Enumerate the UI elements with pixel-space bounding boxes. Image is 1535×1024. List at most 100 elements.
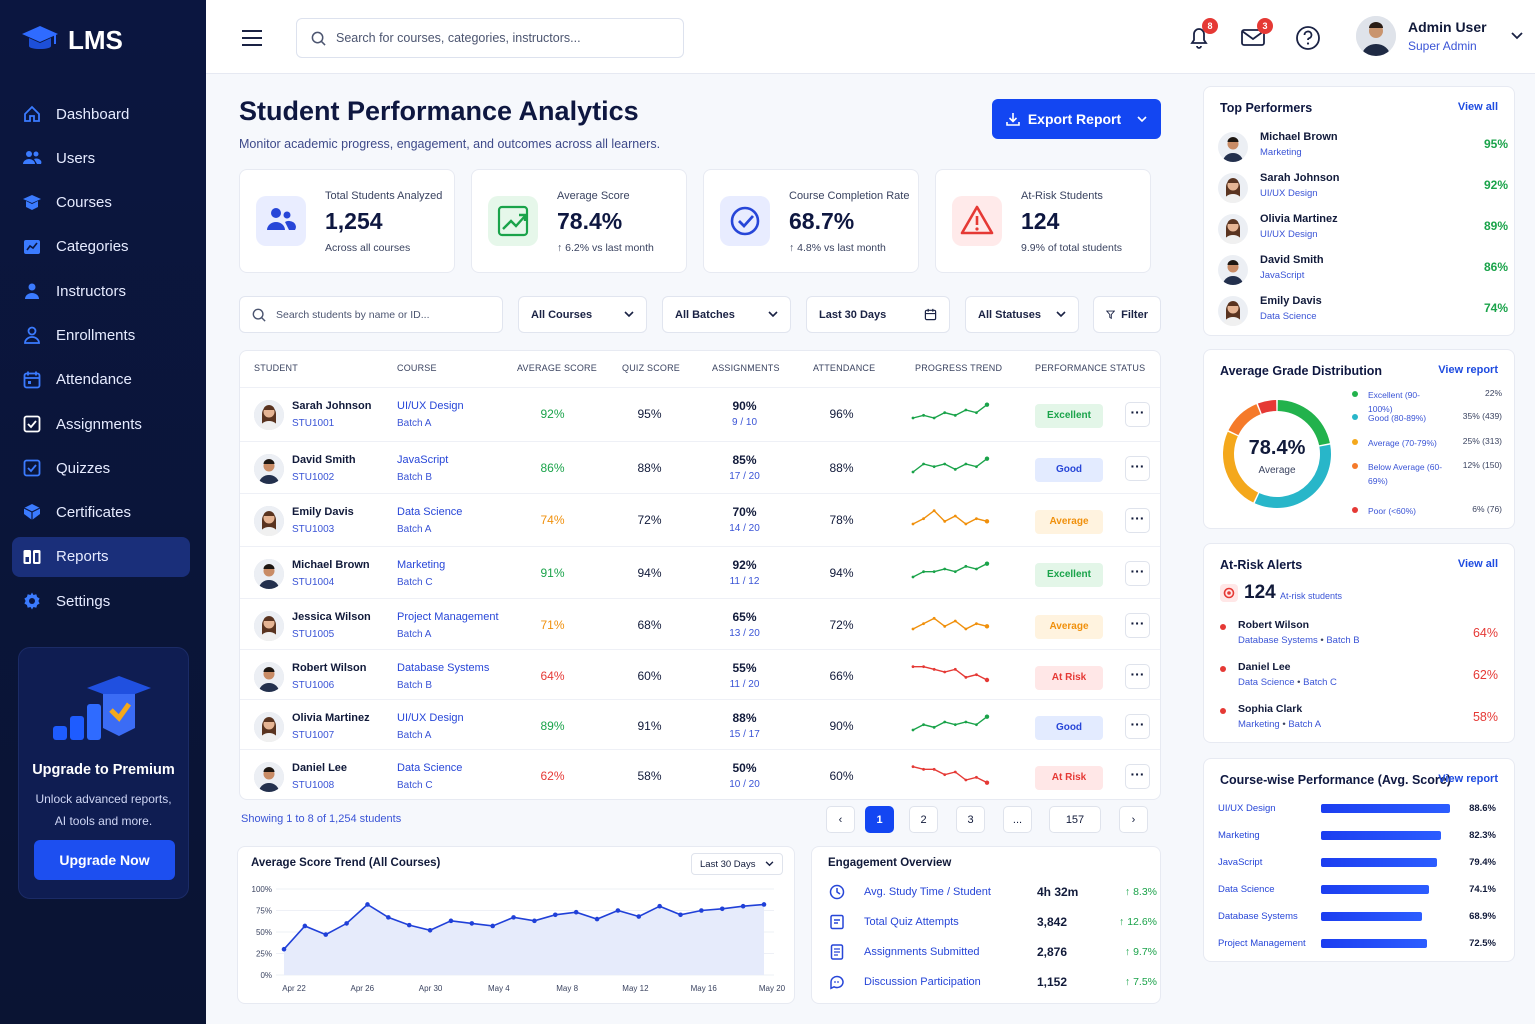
student-name[interactable]: Emily Davis xyxy=(292,506,354,518)
table-row[interactable]: Robert Wilson STU1006 Database Systems Batc… xyxy=(240,649,1160,701)
student-name[interactable]: Daniel Lee xyxy=(292,762,348,774)
sidebar-item-instructors[interactable]: Instructors xyxy=(12,271,190,311)
sidebar-item-users[interactable]: Users xyxy=(12,138,190,178)
sidebar-item-assignments[interactable]: Assignments xyxy=(12,404,190,444)
course-bar[interactable] xyxy=(1321,831,1441,840)
more-options-button[interactable]: ··· xyxy=(1125,561,1150,586)
alert-row[interactable]: Daniel Lee Data Science • Batch C 62% xyxy=(1218,660,1500,694)
more-options-button[interactable]: ··· xyxy=(1125,764,1150,789)
table-row[interactable]: Jessica Wilson STU1005 Project Management B… xyxy=(240,598,1160,650)
table-row[interactable]: David Smith STU1002 JavaScript Batch B 86% 88… xyxy=(240,441,1160,493)
trend-point[interactable] xyxy=(532,918,537,924)
donut-slice[interactable] xyxy=(1228,404,1261,436)
logo[interactable]: LMS xyxy=(20,22,123,58)
trend-point[interactable] xyxy=(448,918,454,924)
column-header[interactable]: ASSIGNMENTS xyxy=(712,363,780,373)
trend-point[interactable] xyxy=(678,912,683,918)
global-search-input[interactable]: Search for courses, categories, instruct… xyxy=(296,18,684,58)
status-filter[interactable]: All Statuses xyxy=(965,296,1079,333)
more-options-button[interactable]: ··· xyxy=(1125,456,1150,481)
sidebar-item-reports[interactable]: Reports xyxy=(12,536,190,577)
column-header[interactable]: STUDENT xyxy=(254,363,298,373)
next-page-button[interactable]: › xyxy=(1119,806,1148,833)
page-2-button[interactable]: 2 xyxy=(909,806,938,833)
course-bar[interactable] xyxy=(1321,885,1429,894)
trend-point[interactable] xyxy=(427,927,433,933)
alerts-view-all[interactable]: View all xyxy=(1457,558,1498,570)
more-options-button[interactable]: ··· xyxy=(1125,402,1150,427)
page-1-button[interactable]: 1 xyxy=(865,806,894,833)
trend-point[interactable] xyxy=(406,922,412,928)
trend-point[interactable] xyxy=(490,923,495,929)
trend-point[interactable] xyxy=(344,921,349,926)
sidebar-item-dashboard[interactable]: Dashboard xyxy=(12,94,190,134)
page-4-button[interactable]: ... xyxy=(1003,806,1032,833)
table-row[interactable]: Sarah Johnson STU1001 UI/UX Design Batch A 9… xyxy=(240,387,1160,439)
sidebar-item-categories[interactable]: Categories xyxy=(12,227,190,267)
trend-point[interactable] xyxy=(657,903,662,909)
alert-row[interactable]: Robert Wilson Database Systems • Batch B 6… xyxy=(1218,618,1500,652)
batches-filter[interactable]: All Batches xyxy=(662,296,791,333)
help-icon[interactable] xyxy=(1293,23,1323,53)
donut-slice[interactable] xyxy=(1223,431,1259,503)
trend-point[interactable] xyxy=(469,921,475,926)
course-bar[interactable] xyxy=(1321,858,1437,867)
date-filter[interactable]: Last 30 Days xyxy=(806,296,950,333)
more-options-button[interactable]: ··· xyxy=(1125,714,1150,739)
table-row[interactable]: Emily Davis STU1003 Data Science Batch A 74%… xyxy=(240,493,1160,545)
trend-range-select[interactable]: Last 30 Days xyxy=(691,853,783,875)
trend-point[interactable] xyxy=(636,914,642,919)
trend-point[interactable] xyxy=(281,946,287,952)
trend-point[interactable] xyxy=(573,909,579,915)
menu-icon[interactable] xyxy=(242,29,262,47)
top-performers-view-all[interactable]: View all xyxy=(1457,101,1498,113)
alert-row[interactable]: Sophia Clark Marketing • Batch A 58% xyxy=(1218,702,1500,736)
trend-point[interactable] xyxy=(594,916,600,922)
courses-filter[interactable]: All Courses xyxy=(518,296,647,333)
mail-icon[interactable] xyxy=(1238,22,1268,52)
column-header[interactable]: PROGRESS TREND xyxy=(915,363,1003,373)
performer-row[interactable]: Emily Davis Data Science 74% xyxy=(1218,293,1508,333)
more-options-button[interactable]: ··· xyxy=(1125,508,1150,533)
column-header[interactable]: PERFORMANCE STATUS xyxy=(1035,363,1146,373)
student-name[interactable]: Sarah Johnson xyxy=(292,400,372,412)
table-row[interactable]: Daniel Lee STU1008 Data Science Batch C 62% 5… xyxy=(240,749,1160,801)
course-bar[interactable] xyxy=(1321,939,1427,948)
sidebar-item-certificates[interactable]: Certificates xyxy=(12,493,190,533)
sidebar-item-quizzes[interactable]: Quizzes xyxy=(12,448,190,488)
column-header[interactable]: COURSE xyxy=(397,363,437,373)
column-header[interactable]: AVERAGE SCORE xyxy=(517,363,597,373)
upgrade-now-button[interactable]: Upgrade Now xyxy=(34,840,175,880)
student-name[interactable]: Jessica Wilson xyxy=(292,611,371,623)
prev-page-button[interactable]: ‹ xyxy=(826,806,855,833)
trend-point[interactable] xyxy=(615,908,621,913)
trend-point[interactable] xyxy=(302,923,308,929)
trend-point[interactable] xyxy=(365,902,370,907)
course-perf-view-report[interactable]: View report xyxy=(1438,773,1498,785)
trend-point[interactable] xyxy=(386,915,391,920)
donut-slice[interactable] xyxy=(1254,444,1331,508)
donut-slice[interactable] xyxy=(1257,400,1277,414)
trend-point[interactable] xyxy=(740,903,746,909)
course-bar[interactable] xyxy=(1321,804,1450,813)
trend-point[interactable] xyxy=(719,906,725,912)
trend-point[interactable] xyxy=(761,902,767,907)
student-name[interactable]: Robert Wilson xyxy=(292,662,367,674)
performer-row[interactable]: Michael Brown Marketing 95% xyxy=(1218,129,1508,169)
filter-button[interactable]: Filter xyxy=(1093,296,1161,333)
course-bar[interactable] xyxy=(1321,912,1422,921)
page-3-button[interactable]: 3 xyxy=(956,806,985,833)
table-row[interactable]: Michael Brown STU1004 Marketing Batch C 91% 9… xyxy=(240,546,1160,598)
more-options-button[interactable]: ··· xyxy=(1125,664,1150,689)
trend-point[interactable] xyxy=(323,932,329,937)
page-5-button[interactable]: 157 xyxy=(1049,806,1101,833)
trend-point[interactable] xyxy=(699,908,704,913)
sidebar-item-settings[interactable]: Settings xyxy=(12,581,190,621)
sidebar-item-enrollments[interactable]: Enrollments xyxy=(12,315,190,355)
student-search-input[interactable]: Search students by name or ID... xyxy=(239,296,503,333)
performer-row[interactable]: Olivia Martinez UI/UX Design 89% xyxy=(1218,211,1508,251)
student-name[interactable]: David Smith xyxy=(292,454,356,466)
sidebar-item-attendance[interactable]: Attendance xyxy=(12,360,190,400)
performer-row[interactable]: Sarah Johnson UI/UX Design 92% xyxy=(1218,170,1508,210)
student-name[interactable]: Michael Brown xyxy=(292,559,370,571)
